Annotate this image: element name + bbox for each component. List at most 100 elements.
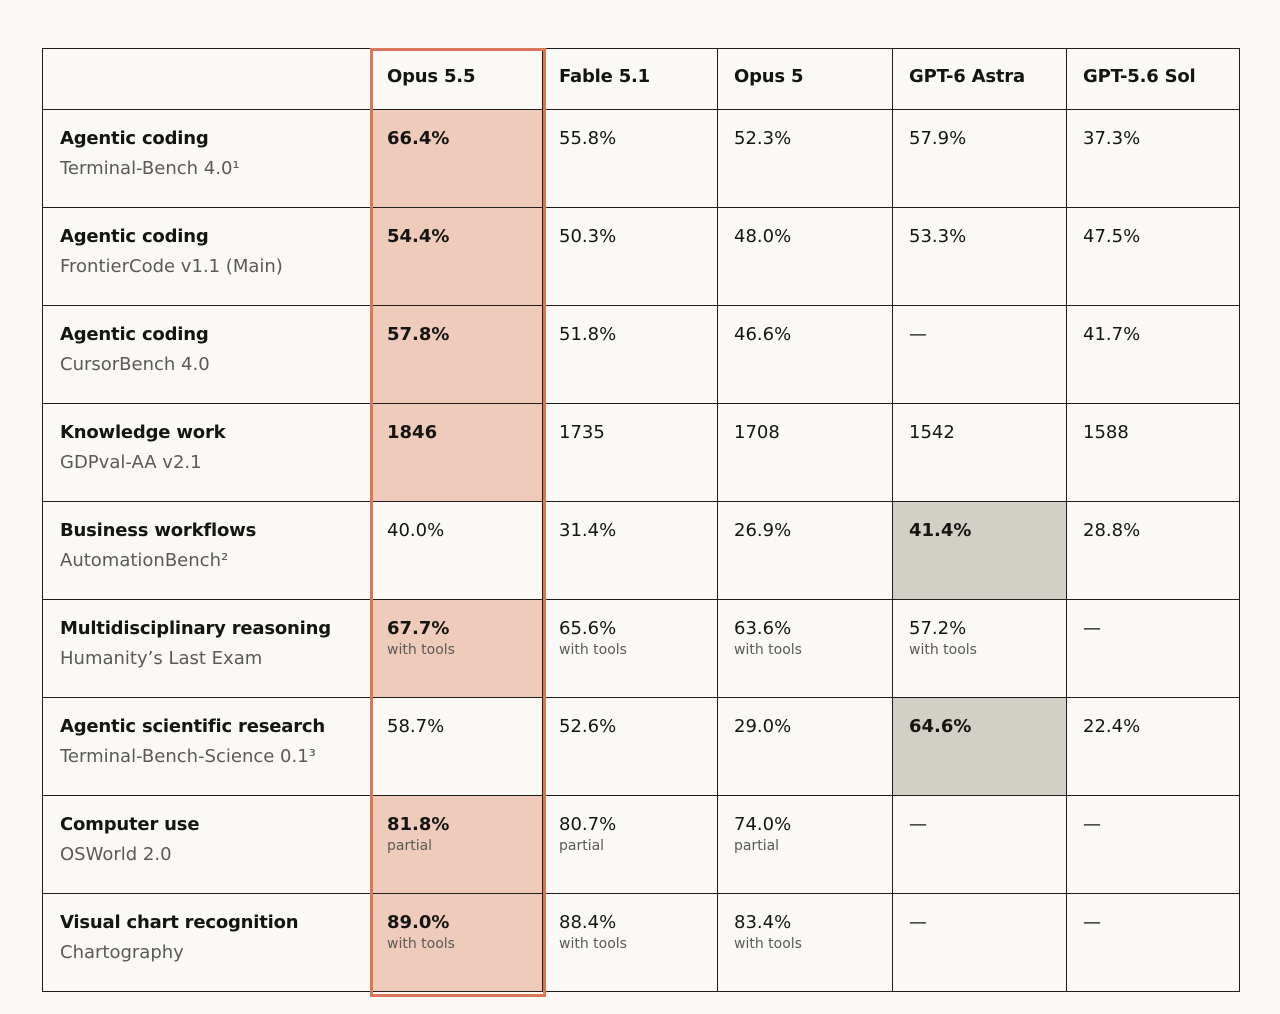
benchmark-label: Terminal-Bench-Science 0.1³ — [60, 746, 316, 767]
score-value: — — [909, 324, 927, 345]
score-value: 80.7% — [559, 814, 617, 835]
table-row: Business workflows AutomationBench² 40.0% 3… — [42, 501, 1240, 600]
header-empty — [42, 48, 371, 110]
header-model: Opus 5 — [717, 48, 893, 110]
score-cell: 51.8% — [542, 305, 718, 404]
score-value: 64.6% — [909, 716, 972, 737]
score-cell: 41.7% — [1066, 305, 1240, 404]
score-value: 58.7% — [387, 716, 445, 737]
score-value: 1542 — [909, 422, 955, 443]
score-value: 52.3% — [734, 128, 792, 149]
score-value: 1846 — [387, 422, 438, 443]
table-row: Agentic scientific research Terminal-Benc… — [42, 697, 1240, 796]
score-value: 22.4% — [1083, 716, 1141, 737]
score-cell: 29.0% — [717, 697, 893, 796]
score-value: 46.6% — [734, 324, 792, 345]
score-value: — — [909, 814, 927, 835]
score-cell: 80.7% partial — [542, 795, 718, 894]
score-cell: 47.5% — [1066, 207, 1240, 306]
score-value: 37.3% — [1083, 128, 1141, 149]
score-note: with tools — [909, 642, 977, 658]
score-value: 47.5% — [1083, 226, 1141, 247]
benchmark-label: CursorBench 4.0 — [60, 354, 210, 375]
score-cell: 52.3% — [717, 109, 893, 208]
category-label: Agentic scientific research — [60, 716, 325, 737]
score-cell: 28.8% — [1066, 501, 1240, 600]
score-note: with tools — [734, 936, 802, 952]
category-label: Visual chart recognition — [60, 912, 299, 933]
score-value: 31.4% — [559, 520, 617, 541]
score-value: 53.3% — [909, 226, 967, 247]
score-note: with tools — [387, 642, 455, 658]
score-cell: 1542 — [892, 403, 1067, 502]
score-value: 54.4% — [387, 226, 450, 247]
score-cell: 37.3% — [1066, 109, 1240, 208]
score-cell: — — [892, 893, 1067, 992]
header-model: Opus 5.5 — [370, 48, 543, 110]
score-value: 1588 — [1083, 422, 1129, 443]
score-note: partial — [734, 838, 780, 854]
row-label-cell: Knowledge work GDPval-AA v2.1 — [42, 403, 371, 502]
score-cell: 65.6% with tools — [542, 599, 718, 698]
score-cell: 57.8% — [370, 305, 543, 404]
score-cell: 1708 — [717, 403, 893, 502]
score-value: 26.9% — [734, 520, 792, 541]
category-label: Knowledge work — [60, 422, 226, 443]
score-value: 1735 — [559, 422, 605, 443]
score-cell: — — [1066, 599, 1240, 698]
score-cell: 67.7% with tools — [370, 599, 543, 698]
score-cell: 57.2% with tools — [892, 599, 1067, 698]
score-value: 74.0% — [734, 814, 792, 835]
table-row: Agentic coding CursorBench 4.0 57.8% 51.8% 4… — [42, 305, 1240, 404]
score-value: 52.6% — [559, 716, 617, 737]
row-label-cell: Visual chart recognition Chartography — [42, 893, 371, 992]
score-value: — — [909, 912, 927, 933]
header-model: GPT-5.6 Sol — [1066, 48, 1240, 110]
score-value: 29.0% — [734, 716, 792, 737]
score-cell: 81.8% partial — [370, 795, 543, 894]
score-value: 66.4% — [387, 128, 450, 149]
row-label-cell: Business workflows AutomationBench² — [42, 501, 371, 600]
score-cell: 46.6% — [717, 305, 893, 404]
score-cell: 64.6% — [892, 697, 1067, 796]
score-value: 65.6% — [559, 618, 617, 639]
benchmark-table-container: Opus 5.5 Fable 5.1 Opus 5 GPT-6 Astra GP… — [42, 48, 1240, 997]
table-row: Visual chart recognition Chartography 89.0… — [42, 893, 1240, 992]
score-cell: 26.9% — [717, 501, 893, 600]
table-row: Multidisciplinary reasoning Humanity’s La… — [42, 599, 1240, 698]
row-label-cell: Agentic coding FrontierCode v1.1 (Main) — [42, 207, 371, 306]
score-cell: 22.4% — [1066, 697, 1240, 796]
table-row: Knowledge work GDPval-AA v2.1 1846 1735 1708… — [42, 403, 1240, 502]
table-row: Agentic coding Terminal-Bench 4.0¹ 66.4% 55… — [42, 109, 1240, 208]
benchmark-label: FrontierCode v1.1 (Main) — [60, 256, 283, 277]
row-label-cell: Multidisciplinary reasoning Humanity’s La… — [42, 599, 371, 698]
score-cell: 48.0% — [717, 207, 893, 306]
score-value: 40.0% — [387, 520, 445, 541]
score-cell: 66.4% — [370, 109, 543, 208]
score-value: 51.8% — [559, 324, 617, 345]
score-value: 67.7% — [387, 618, 450, 639]
category-label: Agentic coding — [60, 226, 209, 247]
score-cell: — — [892, 795, 1067, 894]
score-note: with tools — [387, 936, 455, 952]
header-model: GPT-6 Astra — [892, 48, 1067, 110]
score-cell: 53.3% — [892, 207, 1067, 306]
category-label: Agentic coding — [60, 324, 209, 345]
score-value: 57.2% — [909, 618, 967, 639]
score-value: 28.8% — [1083, 520, 1141, 541]
header-model: Fable 5.1 — [542, 48, 718, 110]
score-cell: 88.4% with tools — [542, 893, 718, 992]
score-note: with tools — [559, 642, 627, 658]
score-note: partial — [559, 838, 605, 854]
score-cell: 1735 — [542, 403, 718, 502]
row-label-cell: Agentic coding CursorBench 4.0 — [42, 305, 371, 404]
score-value: 83.4% — [734, 912, 792, 933]
category-label: Business workflows — [60, 520, 257, 541]
row-label-cell: Agentic scientific research Terminal-Benc… — [42, 697, 371, 796]
score-cell: — — [1066, 795, 1240, 894]
score-value: 48.0% — [734, 226, 792, 247]
score-cell: 58.7% — [370, 697, 543, 796]
benchmark-label: OSWorld 2.0 — [60, 844, 172, 865]
benchmark-label: Humanity’s Last Exam — [60, 648, 263, 669]
benchmark-table: Opus 5.5 Fable 5.1 Opus 5 GPT-6 Astra GP… — [42, 48, 1240, 992]
